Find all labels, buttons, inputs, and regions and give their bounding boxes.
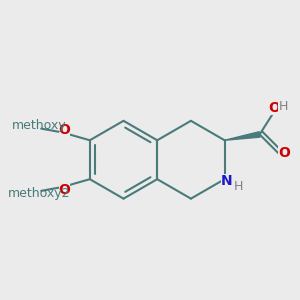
Text: methoxy2: methoxy2: [8, 188, 70, 200]
Text: O: O: [58, 123, 70, 137]
Text: N: N: [221, 174, 232, 188]
Text: methoxy: methoxy: [12, 119, 67, 132]
Text: O: O: [278, 146, 290, 160]
Text: H: H: [278, 100, 288, 112]
Polygon shape: [225, 132, 260, 140]
Text: H: H: [233, 180, 243, 193]
Text: O: O: [58, 183, 70, 197]
Text: O: O: [268, 101, 280, 116]
